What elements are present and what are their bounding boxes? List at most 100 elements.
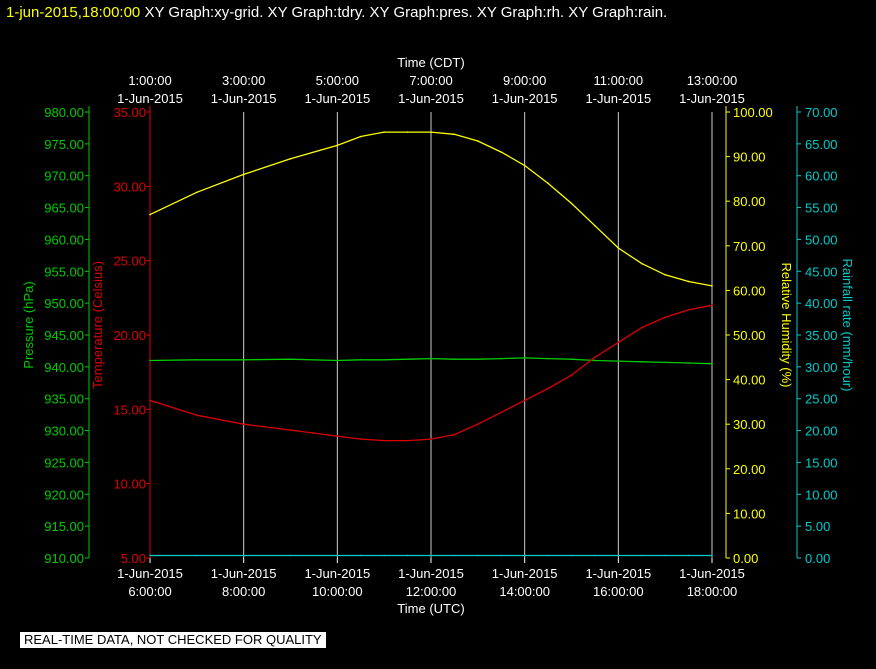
x-bottom-tick-date: 1-Jun-2015 [211,566,277,581]
data-point-temperature [664,316,666,318]
data-point-temperature [242,423,245,426]
rain-tick-label: 35.00 [805,328,838,343]
temperature-tick-label: 5.00 [121,551,146,566]
rain-tick-label: 5.00 [805,519,830,534]
humidity-tick-label: 20.00 [733,462,766,477]
rain-tick-label: 15.00 [805,455,838,470]
x-top-tick-date: 1-Jun-2015 [679,91,745,106]
humidity-tick-label: 30.00 [733,417,766,432]
data-point-temperature [289,429,292,431]
temperature-tick-label: 25.00 [113,254,146,269]
data-point-pressure [523,357,526,359]
rain-tick-label: 70.00 [805,105,838,120]
x-bottom-tick-date: 1-Jun-2015 [398,566,464,581]
rain-tick-label: 25.00 [805,392,838,407]
data-point-pressure [242,359,245,361]
data-point-temperature [594,356,596,359]
data-point-pressure [594,359,596,362]
x-top-tick-time: 3:00:00 [222,73,265,88]
x-bottom-tick-time: 18:00:00 [687,584,738,599]
data-point-humidity [523,164,526,167]
x-bottom-tick-time: 12:00:00 [406,584,457,599]
humidity-tick-label: 60.00 [733,283,766,298]
rain-tick-label: 20.00 [805,424,838,439]
data-point-rain [336,554,339,557]
temperature-tick-label: 30.00 [113,179,146,194]
data-point-temperature [640,326,643,329]
temperature-axis-label: Temperature (Celsius) [90,261,105,389]
data-point-humidity [149,213,151,216]
x-bottom-tick-time: 8:00:00 [222,584,265,599]
data-point-temperature [149,399,151,402]
x-bottom-tick-date: 1-Jun-2015 [492,566,558,581]
temperature-tick-label: 20.00 [113,328,146,343]
data-point-pressure [711,362,713,365]
humidity-tick-label: 90.00 [733,150,766,165]
rain-tick-label: 45.00 [805,264,838,279]
data-point-rain [547,554,549,557]
temperature-tick-label: 15.00 [113,402,146,417]
data-point-rain [477,554,479,557]
data-point-humidity [477,140,479,142]
x-axis-top-label: Time (CDT) [397,55,464,70]
x-bottom-tick-time: 14:00:00 [499,584,550,599]
pressure-tick-label: 920.00 [44,487,84,502]
humidity-tick-label: 80.00 [733,194,766,209]
data-point-rain [570,554,573,557]
humidity-tick-label: 0.00 [733,551,758,566]
x-top-tick-date: 1-Jun-2015 [585,91,651,106]
x-top-tick-date: 1-Jun-2015 [211,91,277,106]
data-point-pressure [359,359,362,361]
data-point-rain [617,554,620,557]
x-bottom-tick-time: 16:00:00 [593,584,644,599]
data-point-pressure [406,358,409,361]
x-bottom-tick-time: 6:00:00 [128,584,171,599]
data-point-temperature [617,341,620,344]
data-point-pressure [336,359,339,362]
data-point-temperature [359,438,362,440]
pressure-tick-label: 925.00 [44,455,84,470]
data-point-rain [500,554,503,557]
data-point-pressure [453,358,456,361]
data-point-temperature [196,414,198,417]
data-point-rain [453,554,456,557]
data-point-rain [242,554,245,557]
pressure-tick-label: 970.00 [44,169,84,184]
data-point-rain [289,554,292,557]
humidity-tick-label: 50.00 [733,328,766,343]
data-point-humidity [406,131,409,133]
data-point-rain [711,554,713,557]
data-point-temperature [687,308,690,311]
x-top-tick-time: 5:00:00 [316,73,359,88]
pressure-tick-label: 910.00 [44,551,84,566]
rain-tick-label: 30.00 [805,360,838,375]
data-point-humidity [570,202,573,205]
data-point-pressure [383,359,385,361]
quality-warning: REAL-TIME DATA, NOT CHECKED FOR QUALITY [20,632,326,648]
temperature-tick-label: 35.00 [113,105,146,120]
x-top-tick-time: 9:00:00 [503,73,546,88]
data-point-pressure [640,360,643,363]
x-bottom-tick-date: 1-Jun-2015 [679,566,745,581]
x-top-tick-time: 7:00:00 [409,73,452,88]
data-point-humidity [711,285,713,287]
data-point-humidity [594,224,596,227]
x-top-tick-date: 1-Jun-2015 [398,91,464,106]
data-point-humidity [383,131,385,133]
x-bottom-tick-date: 1-Jun-2015 [585,566,651,581]
pressure-tick-label: 945.00 [44,328,84,343]
x-top-tick-date: 1-Jun-2015 [492,91,558,106]
data-point-temperature [500,411,503,414]
data-point-temperature [570,374,573,376]
data-point-rain [523,554,526,557]
data-point-pressure [687,362,690,364]
pressure-axis-label: Pressure (hPa) [21,281,36,368]
data-point-humidity [336,144,339,147]
data-point-humidity [453,133,456,136]
rain-tick-label: 0.00 [805,551,830,566]
pressure-tick-label: 930.00 [44,424,84,439]
pressure-tick-label: 975.00 [44,137,84,152]
data-point-temperature [383,439,385,442]
data-point-pressure [149,359,151,362]
